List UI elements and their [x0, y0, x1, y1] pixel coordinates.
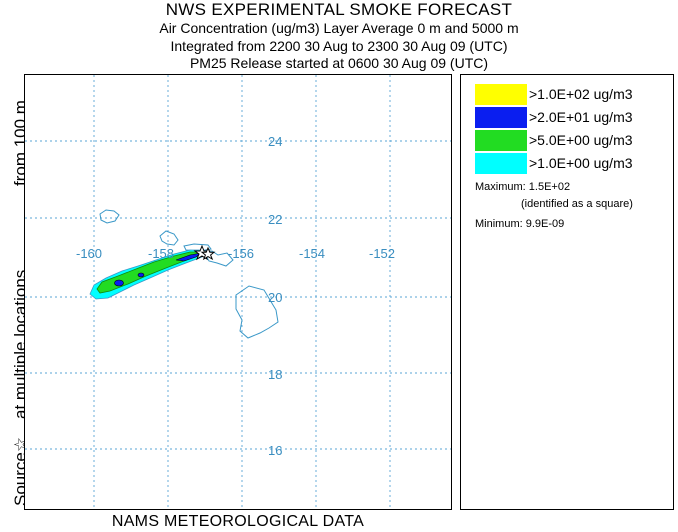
smoke-plume — [89, 249, 212, 300]
lat-label-16: 16 — [268, 443, 282, 458]
smoke-map: -160 -158 -156 -154 -152 24 22 20 18 16 — [24, 74, 452, 510]
coast-molokai — [183, 243, 212, 252]
plume-core-middle — [137, 272, 145, 278]
gridlines — [25, 75, 451, 509]
lon-label-154: -154 — [299, 246, 325, 261]
coast-kauai — [99, 209, 120, 224]
map-frame — [24, 74, 452, 510]
legend-swatch-green — [475, 130, 527, 151]
lon-label-156: -156 — [228, 246, 254, 261]
legend-maximum: Maximum: 1.5E+02 — [475, 181, 571, 193]
source-star-icon — [200, 246, 216, 261]
lon-label-158: -158 — [148, 246, 174, 261]
lon-label-152: -152 — [369, 246, 395, 261]
source-marker-2 — [200, 246, 216, 261]
lat-label-24: 24 — [268, 134, 282, 149]
legend-item: >1.0E+02 ug/m3 — [475, 84, 675, 105]
lat-label-20: 20 — [268, 290, 282, 305]
legend-swatch-cyan — [475, 153, 527, 174]
subtitle-concentration: Air Concentration (ug/m3) Layer Average … — [159, 20, 519, 36]
legend-swatch-yellow — [475, 84, 527, 105]
coast-oahu — [159, 230, 179, 246]
map-title: NWS EXPERIMENTAL SMOKE FORECAST — [165, 0, 513, 19]
footer-data-source: NAMS METEOROLOGICAL DATA — [111, 513, 365, 530]
subtitle-release: PM25 Release started at 0600 30 Aug 09 (… — [189, 55, 489, 71]
coast-big-island — [235, 285, 279, 339]
lat-label-22: 22 — [268, 212, 282, 227]
legend-label: >1.0E+00 ug/m3 — [529, 155, 633, 171]
legend-item: >2.0E+01 ug/m3 — [475, 107, 675, 128]
subtitle-integration: Integrated from 2200 30 Aug to 2300 30 A… — [170, 38, 508, 54]
lon-label-160: -160 — [76, 246, 102, 261]
legend-label: >1.0E+02 ug/m3 — [529, 86, 633, 102]
legend-minimum: Minimum: 9.9E-09 — [475, 218, 565, 230]
plume-core-west — [114, 279, 124, 287]
legend-swatch-blue — [475, 107, 527, 128]
lat-label-18: 18 — [268, 367, 282, 382]
legend-maximum-note: (identified as a square) — [521, 198, 633, 210]
legend-item: >1.0E+00 ug/m3 — [475, 153, 675, 174]
source-side-label: Source☆ at multiple locations from 100 m — [0, 74, 30, 510]
legend-label: >5.0E+00 ug/m3 — [529, 132, 633, 148]
legend-label: >2.0E+01 ug/m3 — [529, 109, 633, 125]
legend-item: >5.0E+00 ug/m3 — [475, 130, 675, 151]
legend-panel: >1.0E+02 ug/m3 >2.0E+01 ug/m3 >5.0E+00 u… — [460, 74, 674, 510]
